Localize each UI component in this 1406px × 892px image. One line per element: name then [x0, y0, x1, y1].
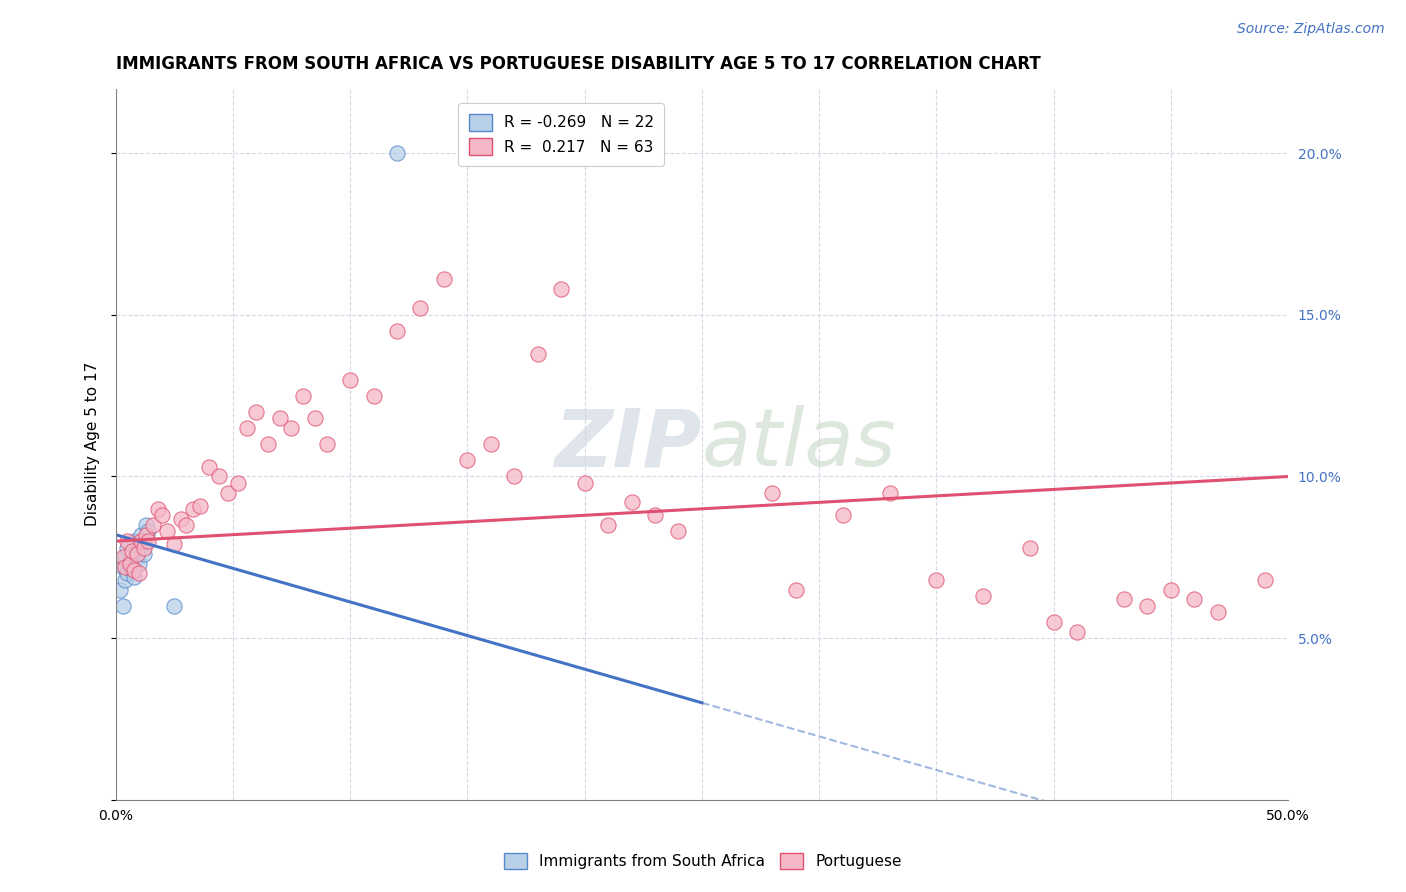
Point — [117, 541, 139, 555]
Point — [526, 346, 548, 360]
Point — [125, 550, 148, 565]
Point — [925, 573, 948, 587]
Point — [146, 501, 169, 516]
Legend: R = -0.269   N = 22, R =  0.217   N = 63: R = -0.269 N = 22, R = 0.217 N = 63 — [458, 103, 665, 166]
Point — [550, 282, 572, 296]
Point — [236, 421, 259, 435]
Point — [128, 566, 150, 581]
Point — [596, 518, 619, 533]
Point — [135, 527, 157, 541]
Point — [1042, 615, 1064, 629]
Point — [208, 469, 231, 483]
Point — [156, 524, 179, 539]
Y-axis label: Disability Age 5 to 17: Disability Age 5 to 17 — [86, 362, 100, 526]
Point — [304, 411, 326, 425]
Point — [188, 499, 211, 513]
Text: atlas: atlas — [702, 405, 897, 483]
Point — [280, 421, 302, 435]
Point — [174, 518, 197, 533]
Point — [111, 599, 134, 613]
Text: ZIP: ZIP — [554, 405, 702, 483]
Point — [124, 534, 146, 549]
Point — [339, 372, 361, 386]
Point — [1182, 592, 1205, 607]
Point — [117, 566, 139, 581]
Point — [111, 560, 134, 574]
Point — [620, 495, 643, 509]
Point — [132, 547, 155, 561]
Point — [125, 547, 148, 561]
Point — [121, 563, 143, 577]
Point — [761, 485, 783, 500]
Point — [668, 524, 690, 539]
Point — [128, 541, 150, 555]
Point — [574, 475, 596, 490]
Point — [131, 527, 153, 541]
Point — [131, 534, 153, 549]
Point — [409, 301, 432, 316]
Point — [117, 534, 139, 549]
Point — [217, 485, 239, 500]
Text: Source: ZipAtlas.com: Source: ZipAtlas.com — [1237, 22, 1385, 37]
Point — [135, 518, 157, 533]
Point — [138, 524, 160, 539]
Point — [831, 508, 853, 523]
Point — [972, 589, 994, 603]
Point — [1160, 582, 1182, 597]
Point — [142, 518, 165, 533]
Point — [785, 582, 807, 597]
Point — [479, 437, 502, 451]
Point — [132, 541, 155, 555]
Point — [118, 557, 141, 571]
Point — [124, 570, 146, 584]
Point — [114, 560, 136, 574]
Point — [198, 459, 221, 474]
Point — [111, 550, 134, 565]
Point — [226, 475, 249, 490]
Point — [269, 411, 291, 425]
Point — [138, 534, 160, 549]
Point — [121, 544, 143, 558]
Point — [257, 437, 280, 451]
Point — [315, 437, 337, 451]
Point — [456, 453, 478, 467]
Point — [1066, 624, 1088, 639]
Point — [363, 389, 385, 403]
Point — [114, 550, 136, 565]
Point — [879, 485, 901, 500]
Point — [110, 582, 132, 597]
Point — [163, 537, 186, 551]
Point — [128, 557, 150, 571]
Point — [503, 469, 526, 483]
Point — [163, 599, 186, 613]
Point — [245, 405, 267, 419]
Point — [433, 272, 456, 286]
Point — [152, 508, 174, 523]
Point — [292, 389, 315, 403]
Point — [385, 146, 408, 161]
Point — [181, 501, 204, 516]
Point — [1112, 592, 1135, 607]
Point — [131, 537, 153, 551]
Point — [132, 534, 155, 549]
Point — [170, 511, 193, 525]
Point — [1206, 605, 1229, 619]
Point — [114, 573, 136, 587]
Point — [385, 324, 408, 338]
Point — [644, 508, 666, 523]
Point — [1254, 573, 1277, 587]
Point — [124, 563, 146, 577]
Point — [1136, 599, 1159, 613]
Text: IMMIGRANTS FROM SOUTH AFRICA VS PORTUGUESE DISABILITY AGE 5 TO 17 CORRELATION CH: IMMIGRANTS FROM SOUTH AFRICA VS PORTUGUE… — [115, 55, 1040, 73]
Legend: Immigrants from South Africa, Portuguese: Immigrants from South Africa, Portuguese — [498, 847, 908, 875]
Point — [118, 553, 141, 567]
Point — [1019, 541, 1042, 555]
